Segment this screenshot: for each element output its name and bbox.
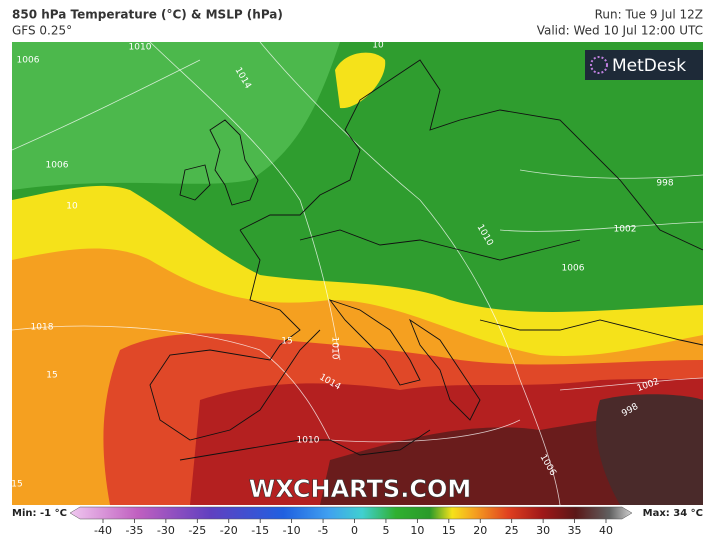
isobar — [12, 59, 201, 151]
coastline — [409, 318, 481, 421]
isobar-label: 10 — [372, 41, 384, 51]
coastline — [179, 429, 431, 461]
color-bar-label: -25 — [188, 524, 206, 537]
isobar-label: 1006 — [17, 56, 40, 66]
color-bar-label: -20 — [220, 524, 238, 537]
isobar-label: 15 — [11, 480, 22, 490]
isobar-label: 1002 — [614, 225, 637, 235]
isobar — [259, 42, 561, 505]
watermark: WXCHARTS.COM — [249, 475, 471, 503]
logo-text: MetDesk — [612, 56, 686, 76]
color-bar-label: -40 — [94, 524, 112, 537]
isobar — [12, 325, 521, 443]
isobar-label: 15 — [281, 337, 292, 347]
color-bar-label: 5 — [382, 524, 389, 537]
title: 850 hPa Temperature (°C) & MSLP (hPa) — [12, 8, 283, 22]
logo-box — [585, 50, 703, 80]
color-bar-label: 25 — [505, 524, 519, 537]
isobar-label: 1010 — [330, 337, 340, 360]
color-bar-label: -5 — [318, 524, 329, 537]
color-bar — [69, 506, 633, 520]
map — [12, 42, 703, 505]
run-time: Run: Tue 9 Jul 12Z — [595, 8, 703, 22]
coastline — [179, 164, 211, 201]
color-bar-label: -30 — [157, 524, 175, 537]
color-bar-label: 40 — [599, 524, 613, 537]
isobar-label: 15 — [46, 371, 57, 381]
coastline — [328, 299, 421, 386]
coastline — [479, 319, 703, 346]
color-bar-label: 10 — [410, 524, 424, 537]
isobar — [499, 221, 703, 232]
model: GFS 0.25° — [12, 24, 72, 38]
color-bar-label: 15 — [442, 524, 456, 537]
isobar — [519, 169, 703, 179]
legend-min: Min: -1 °C — [12, 508, 67, 519]
isobar-label: 1010 — [129, 43, 152, 53]
isobar-label: 1018 — [31, 323, 54, 333]
color-bar-label: -15 — [251, 524, 269, 537]
color-bar-label: -35 — [125, 524, 143, 537]
color-bar-label: 20 — [473, 524, 487, 537]
hottest-region — [596, 394, 703, 505]
isobar-label: 10 — [66, 202, 78, 212]
valid-time: Valid: Wed 10 Jul 12:00 UTC — [537, 24, 703, 38]
cool-region — [12, 42, 340, 190]
isobar — [149, 42, 341, 361]
color-bar-label: 0 — [351, 524, 358, 537]
coastline — [239, 59, 703, 251]
legend-max: Max: 34 °C — [643, 508, 703, 519]
logo: MetDesk — [585, 50, 703, 80]
warm-patch — [335, 52, 386, 109]
isobar-label: 1006 — [46, 161, 69, 171]
coastline — [149, 229, 321, 441]
border — [299, 229, 581, 261]
isobar-label: 1006 — [562, 264, 585, 274]
coastline — [209, 119, 259, 206]
color-bar-label: 30 — [536, 524, 550, 537]
color-bar-label: -10 — [283, 524, 301, 537]
logo-icon — [590, 56, 608, 74]
isobar — [559, 377, 703, 391]
color-bar-label: 35 — [568, 524, 582, 537]
isobar-label: 998 — [656, 179, 673, 189]
isobar-label: 1010 — [297, 436, 320, 446]
